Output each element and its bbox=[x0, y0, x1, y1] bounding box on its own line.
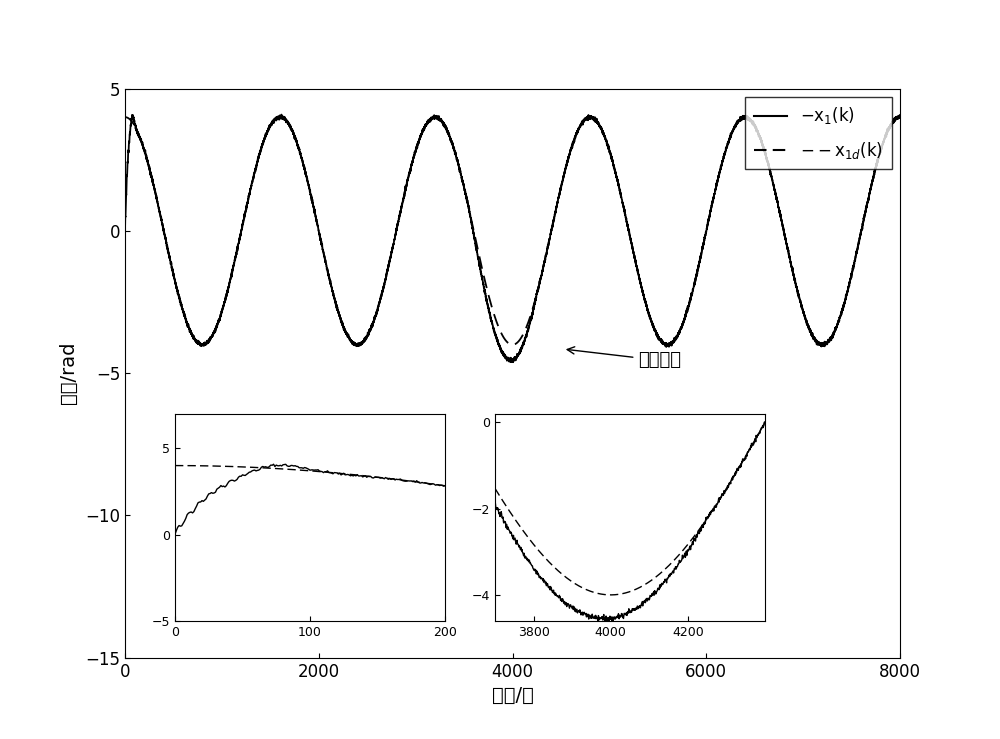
$\mathrm{x}_{1\mathrm{d}}\mathrm{(k)}$ bbox=[867, 173, 879, 182]
$\mathrm{x}_{1\mathrm{d}}\mathrm{(k)}$ bbox=[904, 121, 916, 130]
$\mathrm{x}_1\mathrm{(k)}$ bbox=[119, 226, 131, 235]
$\mathrm{x}_{1\mathrm{d}}\mathrm{(k)}$ bbox=[468, 227, 480, 236]
$\mathrm{x}_1\mathrm{(k)}$ bbox=[649, 327, 661, 336]
$\mathrm{x}_{1\mathrm{d}}\mathrm{(k)}$ bbox=[801, 319, 813, 328]
$\mathrm{x}_1\mathrm{(k)}$ bbox=[609, 166, 621, 174]
$\mathrm{x}_{1\mathrm{d}}\mathrm{(k)}$ bbox=[609, 164, 621, 173]
$\mathrm{x}_{1\mathrm{d}}\mathrm{(k)}$ bbox=[196, 340, 209, 350]
$\mathrm{x}_1\mathrm{(k)}$ bbox=[468, 231, 480, 240]
Text: 负载扰动: 负载扰动 bbox=[567, 347, 681, 370]
$\mathrm{x}_1\mathrm{(k)}$ bbox=[459, 186, 471, 195]
$\mathrm{x}_1\mathrm{(k)}$ bbox=[904, 121, 916, 130]
$\mathrm{x}_{1\mathrm{d}}\mathrm{(k)}$ bbox=[119, 112, 131, 121]
X-axis label: 步数/步: 步数/步 bbox=[492, 686, 533, 705]
$\mathrm{x}_1\mathrm{(k)}$ bbox=[867, 174, 879, 183]
Legend: $-\mathregular{x}_1\mathregular{(k)}$, $--\mathregular{x}_{1d}\mathregular{(k)}$: $-\mathregular{x}_1\mathregular{(k)}$, $… bbox=[745, 97, 892, 169]
Line: $\mathrm{x}_{1\mathrm{d}}\mathrm{(k)}$: $\mathrm{x}_{1\mathrm{d}}\mathrm{(k)}$ bbox=[125, 117, 910, 344]
Y-axis label: 位置/rad: 位置/rad bbox=[59, 342, 78, 404]
$\mathrm{x}_{1\mathrm{d}}\mathrm{(k)}$ bbox=[649, 326, 661, 335]
$\mathrm{x}_1\mathrm{(k)}$ bbox=[801, 320, 813, 329]
$\mathrm{x}_{1\mathrm{d}}\mathrm{(k)}$ bbox=[459, 188, 471, 197]
Line: $\mathrm{x}_1\mathrm{(k)}$: $\mathrm{x}_1\mathrm{(k)}$ bbox=[125, 115, 910, 362]
$\mathrm{x}_1\mathrm{(k)}$ bbox=[275, 110, 287, 119]
$\mathrm{x}_1\mathrm{(k)}$ bbox=[507, 358, 519, 367]
